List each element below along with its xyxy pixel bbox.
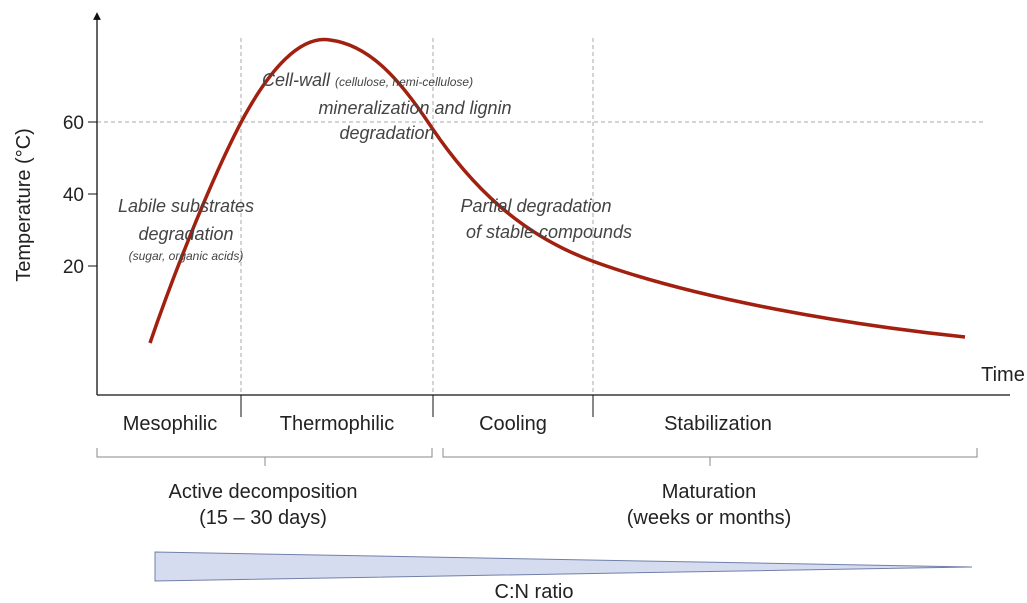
phase-label: Mesophilic	[123, 413, 217, 435]
temperature-curve	[148, 37, 966, 344]
annotation: degradation	[138, 224, 233, 244]
brace	[442, 448, 978, 466]
ratio-wedge	[154, 551, 973, 582]
stage-duration: (15 – 30 days)	[199, 507, 327, 529]
annotation: mineralization and lignin	[318, 98, 511, 118]
x-axis-label: Time	[981, 364, 1025, 386]
annotation: Cell-wall	[262, 70, 331, 90]
annotation: (cellulose, hemi-cellulose)	[335, 75, 473, 89]
phase-label: Cooling	[479, 413, 547, 435]
annotation: (sugar, organic acids)	[129, 249, 244, 263]
y-tick-label: 20	[63, 257, 84, 278]
annotation: Partial degradation	[460, 196, 611, 216]
annotation: Labile substrates	[118, 196, 254, 216]
stage-label: Maturation	[662, 481, 757, 503]
brace	[96, 448, 433, 466]
y-tick-label: 60	[63, 113, 84, 134]
annotation: of stable compounds	[466, 222, 632, 242]
annotation: degradation	[339, 123, 434, 143]
phase-label: Thermophilic	[280, 413, 394, 435]
y-axis-label: Temperature (°C)	[13, 128, 35, 282]
y-tick-label: 40	[63, 185, 84, 206]
annotation: Cell-wall (cellulose, hemi-cellulose)	[262, 70, 473, 90]
stage-label: Active decomposition	[169, 481, 358, 503]
ratio-label: C:N ratio	[495, 581, 574, 603]
stage-duration: (weeks or months)	[627, 507, 792, 529]
phase-label: Stabilization	[664, 413, 772, 435]
